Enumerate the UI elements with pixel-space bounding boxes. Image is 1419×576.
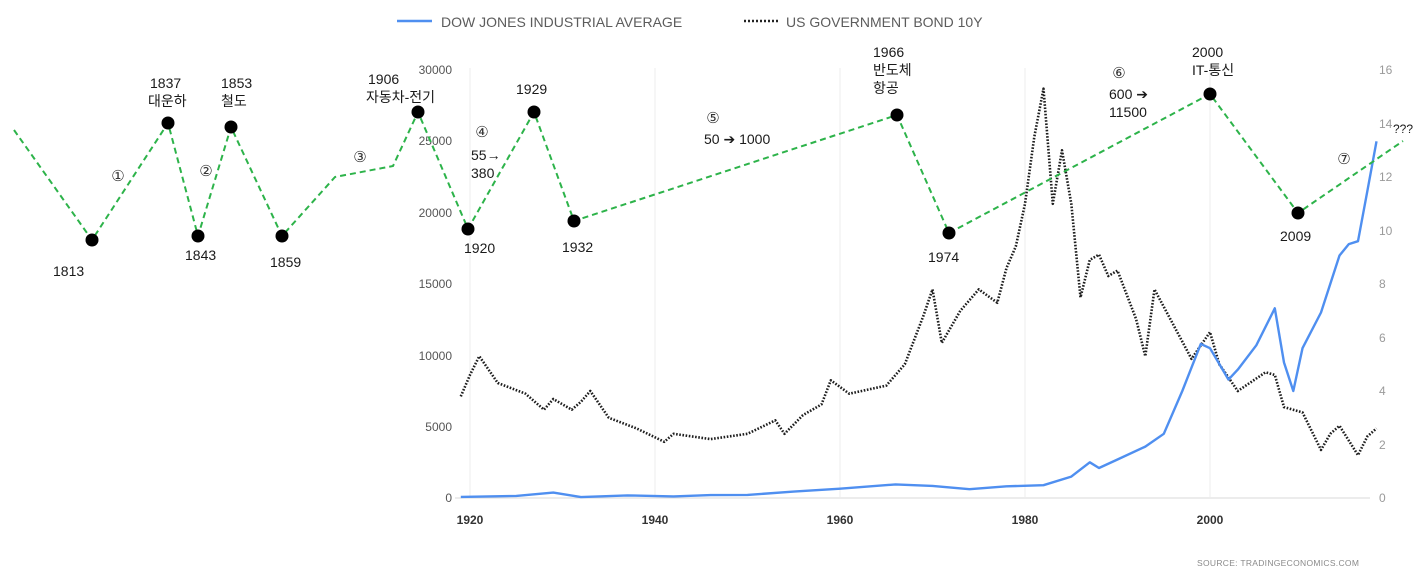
event-sub-2000: IT-통신 [1192,62,1234,78]
event-marker-1837 [161,116,175,130]
x-tick-1960: 1960 [827,513,854,527]
y-right-tick-4: 4 [1379,384,1386,398]
y-left-tick-0: 0 [445,491,452,505]
y-left-tick-10000: 10000 [419,349,453,363]
legend-bond-label: US GOVERNMENT BOND 10Y [786,14,983,30]
y-right-tick-2: 2 [1379,438,1386,452]
event-year-1966: 1966 [873,44,904,60]
y-right-tick-10: 10 [1379,224,1393,238]
event-marker-1966 [890,108,904,122]
phase-label-6: ⑥ [1112,65,1125,82]
event-sub-1906: 자동차-전기 [366,89,435,105]
event-year-1929: 1929 [516,81,547,97]
y-left-ticks: 0 5000 10000 15000 20000 25000 30000 [419,63,453,505]
event-year-1974: 1974 [928,249,959,265]
y-right-tick-12: 12 [1379,170,1393,184]
event-year-1932: 1932 [562,239,593,255]
event-labels: 1813 1837 대운하 1843 1853 철도 1859 1906 자동차… [53,44,1311,279]
phase6-note-line2: 11500 [1109,104,1147,120]
event-markers [85,87,1305,247]
phase-notes: 55→ 380 50 ➔ 1000 600 ➔ 11500 ??? [471,86,1413,181]
event-marker-1929 [527,105,541,119]
event-marker-1813 [85,233,99,247]
event-year-1906: 1906 [368,71,399,87]
event-year-1813: 1813 [53,263,84,279]
phase4-note-line2: 380 [471,165,495,181]
event-sub-1837: 대운하 [148,93,187,109]
phase-label-7: ⑦ [1337,151,1350,168]
event-marker-2000 [1203,87,1217,101]
phase4-note-line1: 55→ [471,147,501,163]
event-year-1853: 1853 [221,75,252,91]
event-marker-1906 [411,105,425,119]
event-marker-1859 [275,229,289,243]
event-marker-1974 [942,226,956,240]
y-right-tick-8: 8 [1379,277,1386,291]
event-year-2009: 2009 [1280,228,1311,244]
phase-label-4: ④ [475,124,488,141]
phase6-note-line1: 600 ➔ [1109,86,1148,102]
x-ticks: 1920 1940 1960 1980 2000 [457,513,1224,527]
event-marker-1853 [224,120,238,134]
legend: DOW JONES INDUSTRIAL AVERAGE US GOVERNME… [397,14,983,30]
legend-dow-label: DOW JONES INDUSTRIAL AVERAGE [441,14,682,30]
y-left-tick-30000: 30000 [419,63,453,77]
x-tick-2000: 2000 [1197,513,1224,527]
y-left-tick-5000: 5000 [425,420,452,434]
event-marker-1920 [461,222,475,236]
event-marker-1932 [567,214,581,228]
y-right-tick-0: 0 [1379,491,1386,505]
event-marker-1843 [191,229,205,243]
x-tick-1920: 1920 [457,513,484,527]
event-year-2000: 2000 [1192,44,1223,60]
series-line-dow-jones [460,141,1378,499]
event-year-1920: 1920 [464,240,495,256]
event-sub2-1966: 항공 [873,80,899,96]
x-tick-1940: 1940 [642,513,669,527]
phase-label-2: ② [199,163,212,180]
y-right-ticks: 0 2 4 6 8 10 12 14 16 [1379,63,1393,505]
event-marker-2009 [1291,206,1305,220]
gridlines [469,68,1211,497]
event-sub-1853: 철도 [221,93,247,109]
event-year-1859: 1859 [270,254,301,270]
event-year-1837: 1837 [150,75,181,91]
phase-label-3: ③ [353,149,366,166]
phase-labels: ① ② ③ ④ ⑤ ⑥ ⑦ [111,65,1350,185]
end-question-label: ??? [1393,122,1413,136]
phase-label-1: ① [111,168,124,185]
phase5-note: 50 ➔ 1000 [704,131,770,147]
event-year-1843: 1843 [185,247,216,263]
y-left-tick-20000: 20000 [419,206,453,220]
event-sub-1966: 반도체 [873,62,912,78]
y-left-tick-25000: 25000 [419,134,453,148]
y-right-tick-16: 16 [1379,63,1393,77]
phase-label-5: ⑤ [706,110,719,127]
y-right-tick-14: 14 [1379,117,1393,131]
x-tick-1980: 1980 [1012,513,1039,527]
source-credit: SOURCE: TRADINGECONOMICS.COM [1197,558,1359,568]
y-left-tick-15000: 15000 [419,277,453,291]
series-line-bond-10y [459,87,1378,457]
y-right-tick-6: 6 [1379,331,1386,345]
